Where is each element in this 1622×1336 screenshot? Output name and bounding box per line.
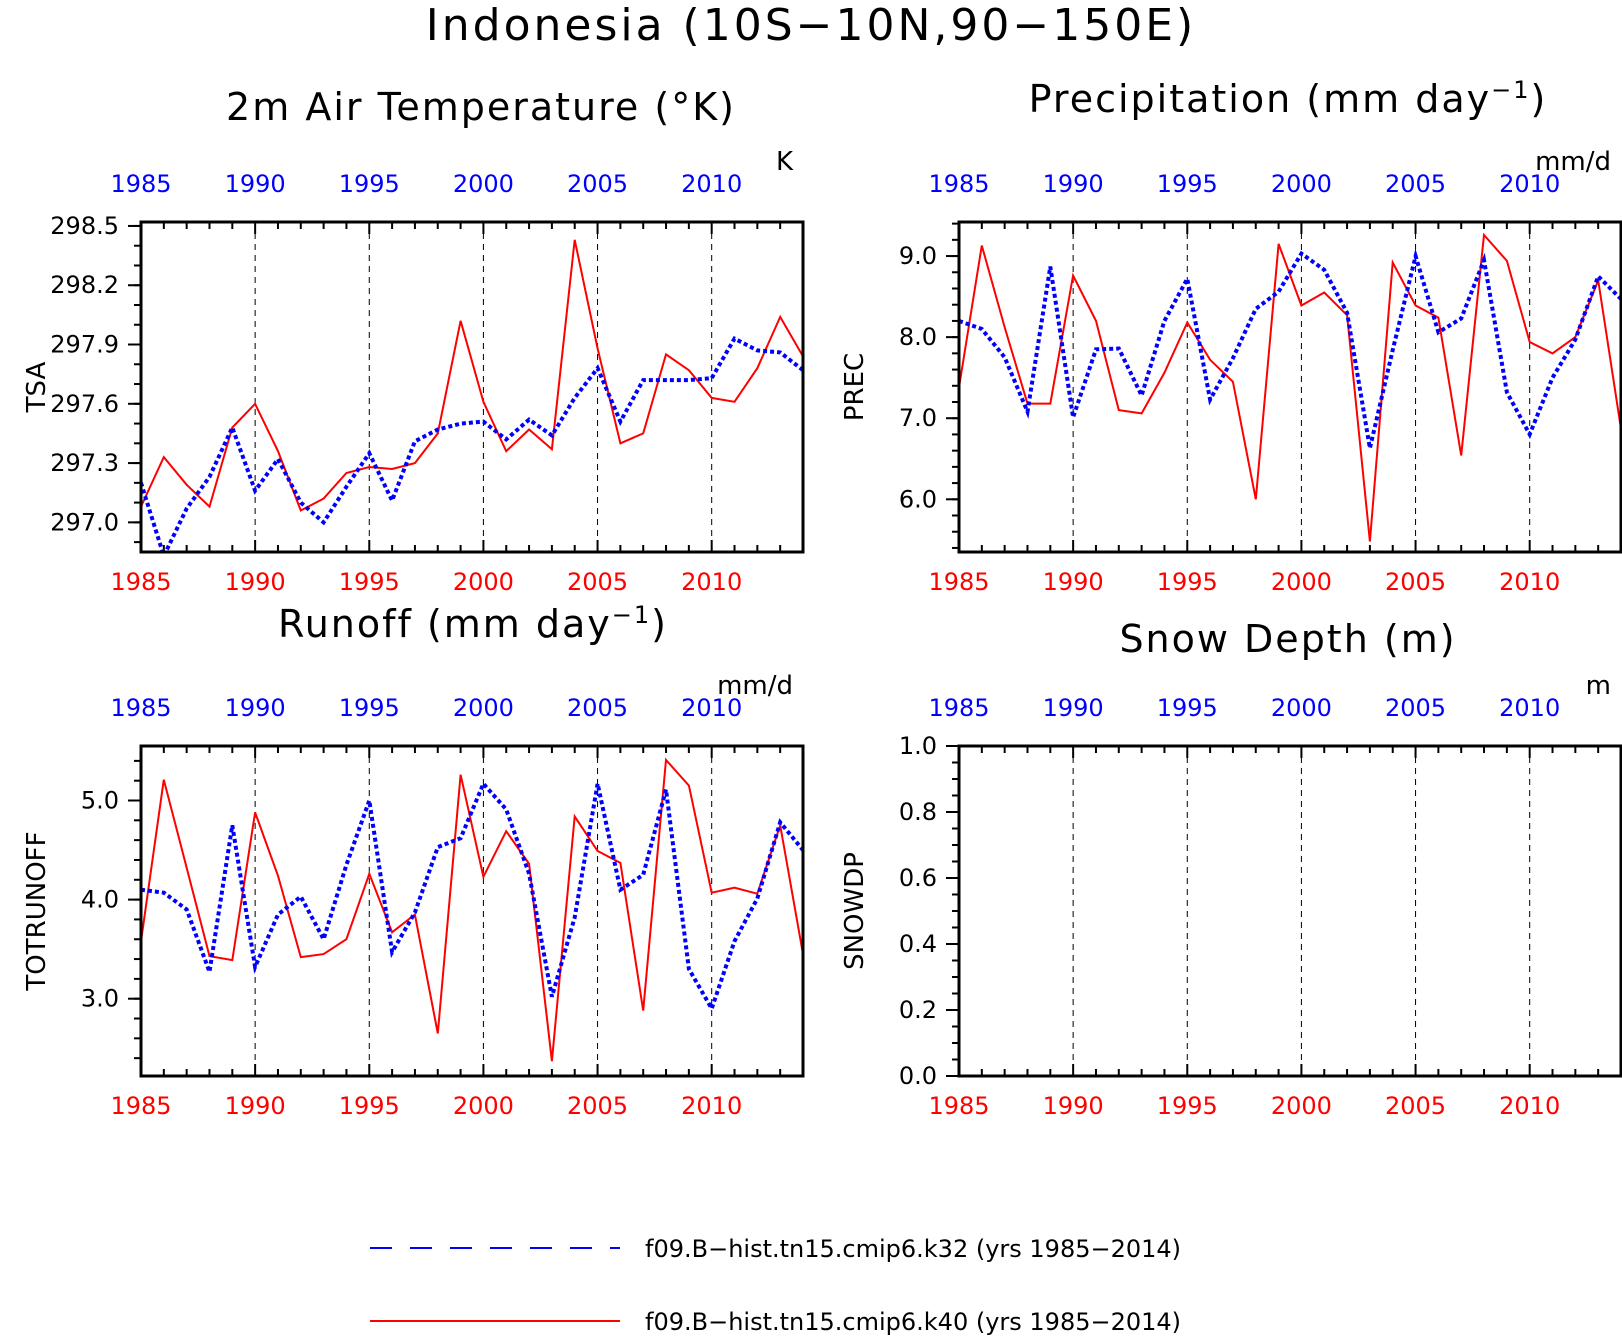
- x-tick-label-top: 1985: [928, 170, 989, 198]
- x-tick-label-bottom: 1990: [1043, 1092, 1104, 1120]
- x-tick-label-top: 1990: [225, 694, 286, 722]
- x-tick-label-top: 2000: [453, 694, 514, 722]
- plot-frame: [957, 744, 1622, 1078]
- y-tick-label: 0.8: [899, 798, 937, 826]
- legend-k32-label: f09.B−hist.tn15.cmip6.k32 (yrs 1985−2014…: [645, 1235, 1181, 1263]
- x-tick-label-bottom: 2005: [1385, 1092, 1446, 1120]
- x-tick-label-top: 2000: [1271, 694, 1332, 722]
- panel-title: Snow Depth (m): [1119, 617, 1456, 661]
- x-tick-label-bottom: 1995: [339, 568, 400, 596]
- x-tick-label-bottom: 1995: [339, 1092, 400, 1120]
- panel-tsa: 2m Air Temperature (°K) K 1985 1985 1990 1990…: [22, 85, 805, 596]
- series-k40-line: [959, 232, 1621, 542]
- x-tick-label-bottom: 2010: [681, 1092, 742, 1120]
- x-tick-label-bottom: 2000: [1271, 1092, 1332, 1120]
- series-k32-line: [141, 779, 803, 1014]
- y-tick-label: 298.5: [50, 212, 119, 240]
- panel-snowdp: Snow Depth (m) m 1985 1985 1990 1990 1995 1995 2…: [840, 617, 1622, 1120]
- plot-frame: [139, 744, 805, 1078]
- y-tick-label: 0.4: [899, 930, 937, 958]
- series-k32-line: [141, 335, 803, 552]
- series-k40-line: [141, 239, 803, 512]
- x-tick-label-top: 1985: [110, 694, 171, 722]
- y-tick-label: 5.0: [81, 787, 119, 815]
- y-tick-label: 3.0: [81, 985, 119, 1013]
- x-tick-label-top: 2005: [567, 170, 628, 198]
- panel-title: Precipitation (mm day−1): [1029, 76, 1548, 121]
- x-tick-label-bottom: 1985: [928, 568, 989, 596]
- legend: f09.B−hist.tn15.cmip6.k32 (yrs 1985−2014…: [370, 1235, 1181, 1336]
- x-tick-label-bottom: 2010: [681, 568, 742, 596]
- y-tick-label: 0.6: [899, 864, 937, 892]
- panel-totrunoff: Runoff (mm day−1) mm/d 1985 1985 1990 1990 199…: [22, 601, 805, 1120]
- y-tick-label: 0.0: [899, 1062, 937, 1090]
- x-tick-label-top: 1985: [928, 694, 989, 722]
- y-axis-label: TSA: [22, 361, 52, 413]
- plot-frame: [139, 220, 805, 554]
- y-tick-label: 297.9: [50, 331, 119, 359]
- x-tick-label-bottom: 1990: [225, 568, 286, 596]
- legend-k40-label: f09.B−hist.tn15.cmip6.k40 (yrs 1985−2014…: [645, 1308, 1181, 1336]
- y-tick-label: 4.0: [81, 886, 119, 914]
- y-tick-label: 0.2: [899, 996, 937, 1024]
- figure-title: Indonesia (10S−10N,90−150E): [426, 0, 1196, 51]
- x-tick-label-top: 1990: [1043, 694, 1104, 722]
- x-tick-label-top: 2010: [1499, 170, 1560, 198]
- x-tick-label-bottom: 1995: [1157, 1092, 1218, 1120]
- x-tick-label-bottom: 1995: [1157, 568, 1218, 596]
- x-tick-label-bottom: 1985: [928, 1092, 989, 1120]
- x-tick-label-bottom: 2005: [567, 1092, 628, 1120]
- y-axis-label: PREC: [840, 353, 870, 421]
- x-tick-label-bottom: 1990: [1043, 568, 1104, 596]
- x-tick-label-bottom: 2000: [1271, 568, 1332, 596]
- panel-prec: Precipitation (mm day−1) mm/d 1985 1985 1990…: [840, 76, 1622, 596]
- units-label: m: [1586, 671, 1611, 701]
- y-axis-label: SNOWDP: [840, 852, 870, 970]
- y-tick-label: 8.0: [899, 323, 937, 351]
- x-tick-label-top: 2005: [567, 694, 628, 722]
- y-tick-label: 298.2: [50, 271, 119, 299]
- y-tick-label: 1.0: [899, 732, 937, 760]
- x-tick-label-top: 2000: [453, 170, 514, 198]
- x-tick-label-bottom: 1990: [225, 1092, 286, 1120]
- x-tick-label-bottom: 2010: [1499, 568, 1560, 596]
- x-tick-label-bottom: 2005: [1385, 568, 1446, 596]
- y-tick-label: 297.3: [50, 449, 119, 477]
- x-tick-label-top: 1990: [225, 170, 286, 198]
- y-tick-label: 6.0: [899, 485, 937, 513]
- units-label: mm/d: [717, 671, 793, 701]
- x-tick-label-top: 1995: [1157, 694, 1218, 722]
- units-label: mm/d: [1535, 147, 1611, 177]
- x-tick-label-top: 1995: [339, 170, 400, 198]
- y-tick-label: 297.6: [50, 390, 119, 418]
- x-tick-label-top: 2000: [1271, 170, 1332, 198]
- x-tick-label-bottom: 1985: [110, 1092, 171, 1120]
- x-tick-label-top: 1995: [1157, 170, 1218, 198]
- y-tick-label: 7.0: [899, 404, 937, 432]
- series-k40-line: [141, 757, 803, 1062]
- x-tick-label-bottom: 2010: [1499, 1092, 1560, 1120]
- y-tick-label: 297.0: [50, 508, 119, 536]
- x-tick-label-top: 2010: [1499, 694, 1560, 722]
- x-tick-label-top: 2010: [681, 694, 742, 722]
- x-tick-label-bottom: 2000: [453, 568, 514, 596]
- y-axis-label: TOTRUNOFF: [22, 831, 52, 991]
- x-tick-label-top: 1990: [1043, 170, 1104, 198]
- units-label: K: [776, 147, 794, 177]
- panel-title: Runoff (mm day−1): [278, 601, 668, 646]
- panels: 2m Air Temperature (°K) K 1985 1985 1990 1990…: [22, 76, 1622, 1120]
- x-tick-label-top: 1985: [110, 170, 171, 198]
- panel-title: 2m Air Temperature (°K): [226, 85, 736, 129]
- x-tick-label-top: 1995: [339, 694, 400, 722]
- x-tick-label-bottom: 1985: [110, 568, 171, 596]
- x-tick-label-top: 2005: [1385, 694, 1446, 722]
- series-k32-line: [959, 248, 1621, 449]
- x-tick-label-top: 2005: [1385, 170, 1446, 198]
- plot-frame: [957, 220, 1622, 554]
- x-tick-label-bottom: 2000: [453, 1092, 514, 1120]
- y-tick-label: 9.0: [899, 242, 937, 270]
- x-tick-label-top: 2010: [681, 170, 742, 198]
- x-tick-label-bottom: 2005: [567, 568, 628, 596]
